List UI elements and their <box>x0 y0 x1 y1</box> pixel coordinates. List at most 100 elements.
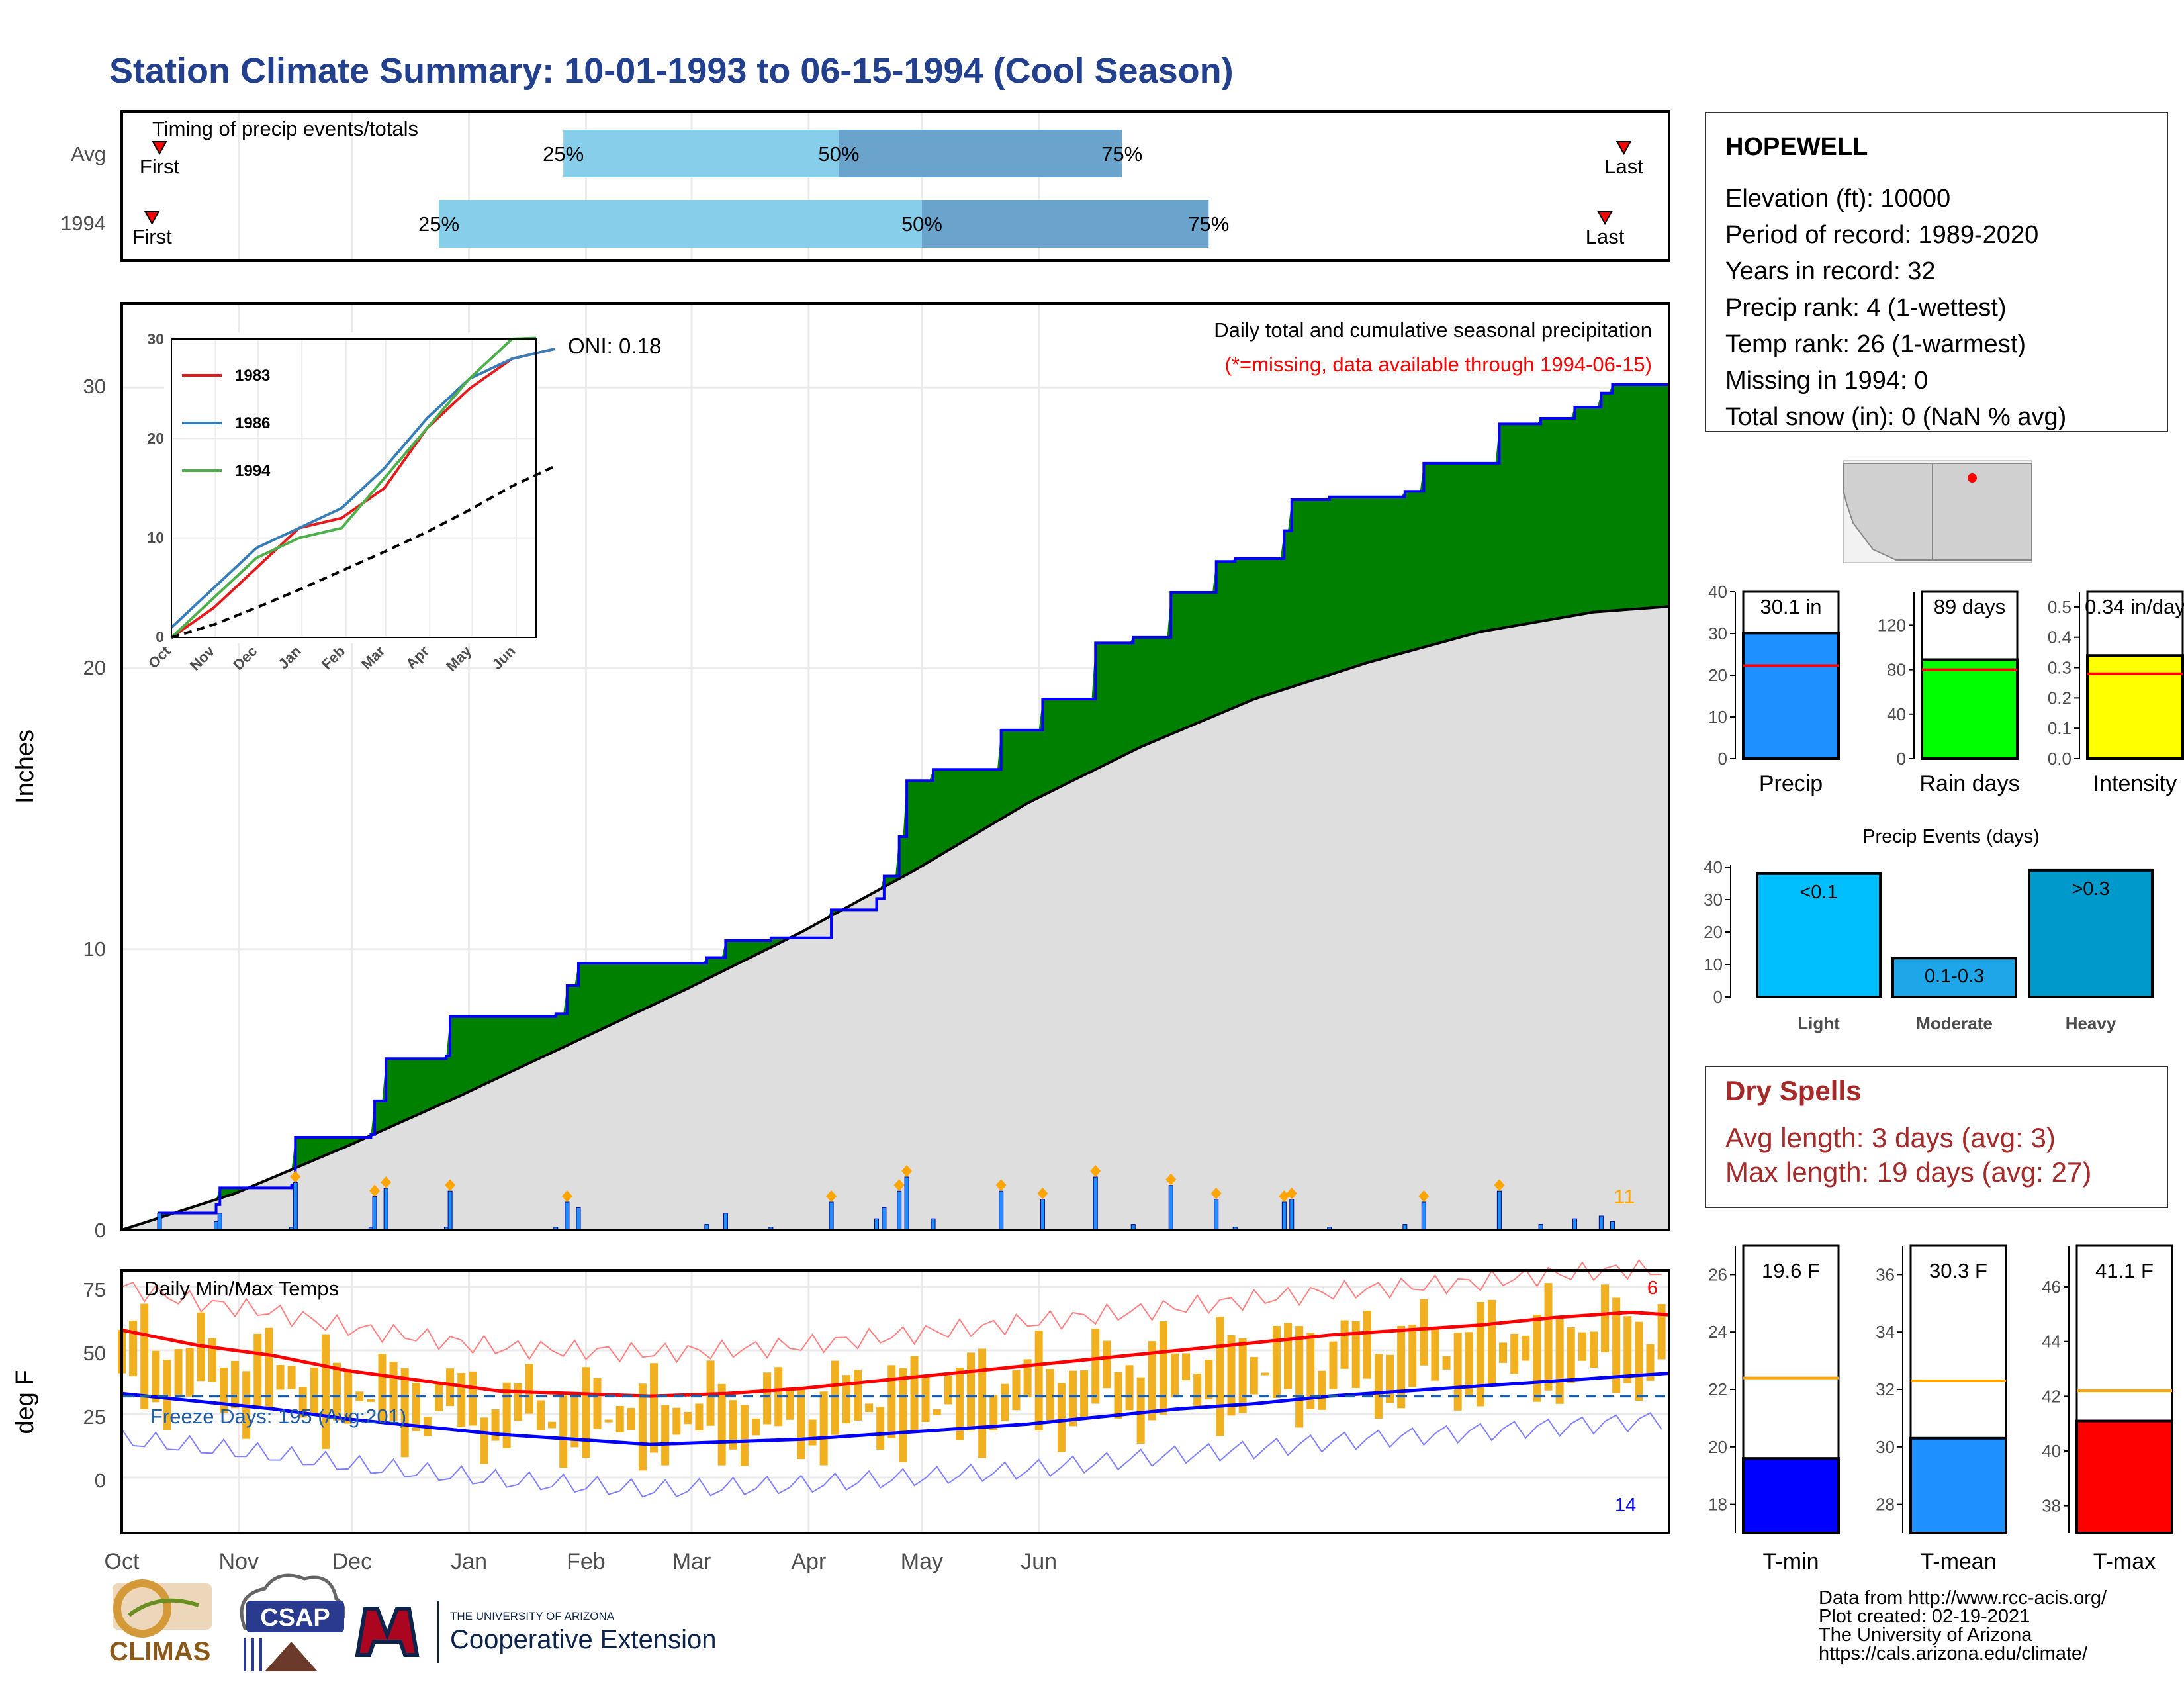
timing-avg-p75-label: 75% <box>1101 142 1142 165</box>
daily-temp-range-bar <box>944 1376 952 1405</box>
summary-value-label: 89 days <box>1934 595 2006 618</box>
above-avg-area <box>122 385 1669 1230</box>
timing-avg-first-label: First <box>140 155 180 178</box>
daily-temp-range-bar <box>650 1363 659 1453</box>
daily-temp-range-bar <box>321 1334 330 1449</box>
daily-precip-bar <box>576 1207 581 1231</box>
daily-temp-range-bar <box>1635 1321 1643 1401</box>
station-line: Temp rank: 26 (1-warmest) <box>1725 330 2026 358</box>
oni-label: ONI: 0.18 <box>568 334 661 358</box>
summary-ytick: 10 <box>1708 707 1727 727</box>
temp-summary-ytick: 28 <box>1876 1495 1895 1515</box>
daily-temp-range-bar <box>876 1407 885 1450</box>
daily-temp-range-bar <box>1329 1341 1338 1389</box>
big-event-marker-icon <box>826 1190 837 1202</box>
daily-temp-range-bar <box>1103 1340 1111 1389</box>
daily-precip-bar <box>1040 1199 1045 1231</box>
daily-precip-bar <box>157 1213 162 1231</box>
daily-temp-range-bar <box>1487 1299 1496 1385</box>
big-event-marker-icon <box>445 1179 456 1192</box>
daily-temp-range-bar <box>400 1368 409 1458</box>
summary-bar-group: 0 40 80 120 89 days Rain days <box>1878 590 2020 796</box>
csap-wordmark: CSAP <box>260 1604 330 1632</box>
daily-temp-range-bar <box>1125 1365 1134 1411</box>
daily-temp-range-bar <box>638 1383 647 1471</box>
daily-precip-bar <box>723 1213 728 1231</box>
daily-temp-range-bar <box>978 1348 987 1458</box>
big-event-marker-icon <box>369 1184 381 1197</box>
state-new-mexico <box>1932 463 2032 561</box>
cumulative-1994-line <box>122 383 1669 1231</box>
daily-precip-bar <box>1572 1218 1577 1231</box>
station-line: Missing in 1994: 0 <box>1725 367 1928 395</box>
credit-line: The University of Arizona <box>1819 1624 2032 1646</box>
temp-summary-category: T-min <box>1763 1549 1819 1574</box>
daily-temp-range-bar <box>310 1367 318 1415</box>
daily-temp-range-bar <box>1499 1342 1508 1363</box>
big-event-marker-icon <box>901 1165 913 1177</box>
daily-temp-range-bar <box>140 1303 149 1409</box>
timing-row-label-1994: 1994 <box>60 212 106 235</box>
legend-label-1986: 1986 <box>235 414 270 432</box>
temp-summary-category: T-mean <box>1920 1549 1996 1574</box>
temp-summary-ytick: 18 <box>1708 1495 1727 1515</box>
inset-series-1986 <box>170 348 555 629</box>
summary-ytick: 80 <box>1887 660 1906 680</box>
daily-precip-bar <box>882 1207 887 1231</box>
temp-title: Daily Min/Max Temps <box>144 1277 339 1300</box>
precip-subtitle: Daily total and cumulative seasonal prec… <box>1214 318 1652 342</box>
daily-temp-range-bar <box>955 1368 964 1440</box>
daily-temp-range-bar <box>989 1395 998 1430</box>
daily-temp-range-bar <box>208 1338 216 1382</box>
daily-temp-range-bar <box>1238 1338 1247 1413</box>
timing-bar-q2 <box>439 200 922 248</box>
temp-summary-group: 38 40 42 44 46 41.1 F T-max <box>2042 1244 2173 1574</box>
daily-precip-bar <box>1214 1199 1219 1231</box>
daily-temp-range-bar <box>174 1349 183 1397</box>
daily-precip-bar <box>1093 1176 1098 1231</box>
daily-precip-bar <box>383 1188 388 1231</box>
temp-summary-ytick: 40 <box>2042 1441 2061 1461</box>
station-line: Precip rank: 4 (1-wettest) <box>1725 294 2006 322</box>
daily-temp-range-bar <box>1646 1344 1655 1381</box>
summary-ytick: 30 <box>1708 624 1727 643</box>
temp-summary-bar-t-mean <box>1909 1436 2007 1535</box>
daily-temp-range-bar <box>1623 1316 1632 1383</box>
daily-temp-range-bar <box>1012 1370 1021 1411</box>
timing-marker-icon <box>152 141 167 156</box>
daily-temp-range-bar <box>298 1387 307 1418</box>
precip-count-label: 11 <box>1614 1185 1635 1208</box>
inset-ytick: 20 <box>147 430 164 447</box>
footer-credits: Data from http://www.rcc-acis.org/ Plot … <box>1819 1587 2107 1664</box>
summary-value-label: 0.34 in/day <box>2085 595 2184 618</box>
daily-temp-range-bar <box>1284 1323 1293 1389</box>
summary-bar-group: 0.0 0.1 0.2 0.3 0.4 0.5 0.34 in/day Intensity <box>2048 590 2184 796</box>
daily-temp-range-bar <box>808 1419 817 1446</box>
temp-summary-ytick: 30 <box>1876 1437 1895 1457</box>
page-title: Station Climate Summary: 10-01-1993 to 0… <box>109 51 1234 91</box>
daily-temp-range-bar <box>593 1378 602 1429</box>
temp-summary-ytick: 38 <box>2042 1496 2061 1516</box>
summary-category-label: Precip <box>1759 771 1823 796</box>
daily-temp-range-bar <box>253 1333 262 1408</box>
daily-temp-range-bar <box>1227 1335 1236 1416</box>
daily-temp-range-bar <box>695 1403 704 1430</box>
daily-temp-range-bar <box>1555 1319 1564 1404</box>
timing-marker-icon <box>1615 141 1632 156</box>
summary-ytick: 0 <box>1718 749 1727 769</box>
daily-temp-range-bar <box>786 1387 794 1420</box>
daily-temp-range-bar <box>763 1372 772 1425</box>
daily-temp-range-bar <box>1476 1301 1484 1407</box>
events-ytick: 10 <box>1704 955 1723 974</box>
daily-temp-range-bar <box>1431 1327 1439 1381</box>
temp-summary-ytick: 34 <box>1876 1322 1895 1342</box>
summary-bar-group: 0 10 20 30 40 30.1 in Precip <box>1708 582 1840 796</box>
daily-temp-range-bar <box>355 1391 364 1401</box>
timing-1994-p25-label: 25% <box>418 212 459 236</box>
daily-temp-range-bar <box>129 1320 138 1376</box>
daily-temp-range-bar <box>797 1389 805 1460</box>
locator-map <box>1843 460 2032 563</box>
daily-precip-bar <box>1281 1201 1287 1231</box>
daily-precip-bar <box>565 1201 570 1231</box>
climas-swirl-icon <box>113 1579 171 1638</box>
